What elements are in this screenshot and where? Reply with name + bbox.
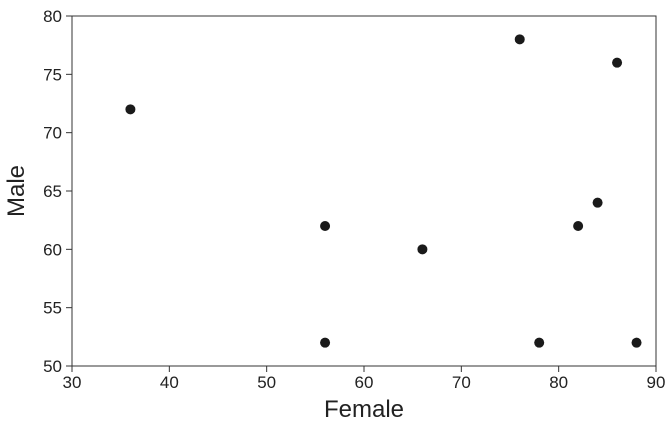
data-point (417, 244, 428, 255)
data-point (631, 337, 642, 348)
data-point (592, 197, 603, 208)
plot-frame (71, 15, 657, 367)
x-tick-label: 60 (355, 373, 374, 392)
data-point (573, 221, 584, 231)
x-axis-title: Female (324, 396, 404, 421)
data-point (125, 104, 136, 115)
y-tick-label: 60 (43, 240, 62, 259)
x-tick-label: 30 (63, 373, 82, 392)
x-tick-label: 80 (549, 373, 568, 392)
y-tick-label: 75 (43, 65, 62, 84)
data-point (534, 337, 545, 348)
y-tick-label: 70 (43, 124, 62, 143)
y-axis: 50 55 60 65 70 75 80 (43, 7, 72, 376)
y-tick-label: 80 (43, 7, 62, 26)
x-axis: 30 40 50 60 70 80 90 (63, 366, 666, 392)
data-points (125, 34, 642, 348)
y-tick-label: 65 (43, 182, 62, 201)
x-tick-label: 70 (452, 373, 471, 392)
x-tick-label: 90 (647, 373, 666, 392)
data-point (320, 221, 331, 231)
data-point (612, 57, 623, 68)
data-point (320, 337, 331, 348)
data-point (514, 34, 525, 45)
x-tick-label: 40 (160, 373, 179, 392)
x-tick-label: 50 (257, 373, 276, 392)
y-tick-label: 50 (43, 357, 62, 376)
y-tick-label: 55 (43, 299, 62, 318)
y-axis-title: Male (3, 165, 30, 217)
